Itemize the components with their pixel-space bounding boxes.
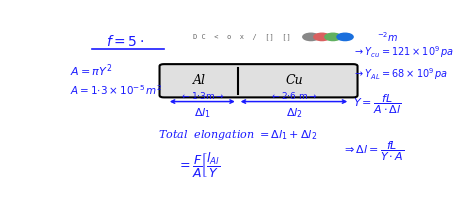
Text: $\leftarrow$1$\cdot$3m$\rightarrow$: $\leftarrow$1$\cdot$3m$\rightarrow$ xyxy=(180,90,225,101)
Text: $\Rightarrow \Delta l = \dfrac{fL}{Y\cdot A}$: $\Rightarrow \Delta l = \dfrac{fL}{Y\cdo… xyxy=(342,140,404,163)
Text: Total  elongation $= \Delta l_1 + \Delta l_2$: Total elongation $= \Delta l_1 + \Delta … xyxy=(158,128,318,143)
Text: $A = \pi Y^2$: $A = \pi Y^2$ xyxy=(70,62,112,79)
Circle shape xyxy=(337,33,353,41)
Text: $\leftarrow$2$\cdot$6 m$\rightarrow$: $\leftarrow$2$\cdot$6 m$\rightarrow$ xyxy=(270,90,318,101)
Text: $f = 5\cdot$: $f = 5\cdot$ xyxy=(106,35,145,49)
Text: $A = 1{\cdot}3\times10^{-5}\,m^2$: $A = 1{\cdot}3\times10^{-5}\,m^2$ xyxy=(70,84,162,97)
Circle shape xyxy=(314,33,330,41)
Text: $\rightarrow Y_{AL} = 68\times10^{9}\,pa$: $\rightarrow Y_{AL} = 68\times10^{9}\,pa… xyxy=(353,66,448,82)
Text: $Y = \dfrac{fL}{A\cdot\Delta l}$: $Y = \dfrac{fL}{A\cdot\Delta l}$ xyxy=(353,93,401,116)
Text: $= \dfrac{F}{A}\!\left[\dfrac{l_{Al}}{Y}\right.$: $= \dfrac{F}{A}\!\left[\dfrac{l_{Al}}{Y}… xyxy=(177,151,221,180)
Text: $\rightarrow Y_{cu} = 121\times10^{9}\,pa$: $\rightarrow Y_{cu} = 121\times10^{9}\,p… xyxy=(353,44,454,60)
Text: Al: Al xyxy=(193,74,206,87)
Text: Cu: Cu xyxy=(286,74,303,87)
Text: $^{-2}m$: $^{-2}m$ xyxy=(377,30,398,44)
Text: $\Delta l_1$: $\Delta l_1$ xyxy=(194,106,211,120)
Circle shape xyxy=(303,33,319,41)
Text: $\Delta l_2$: $\Delta l_2$ xyxy=(285,106,302,120)
Circle shape xyxy=(325,33,341,41)
Text: D C  <  o  x  /  []  []: D C < o x / [] [] xyxy=(193,33,291,40)
FancyBboxPatch shape xyxy=(160,64,357,97)
